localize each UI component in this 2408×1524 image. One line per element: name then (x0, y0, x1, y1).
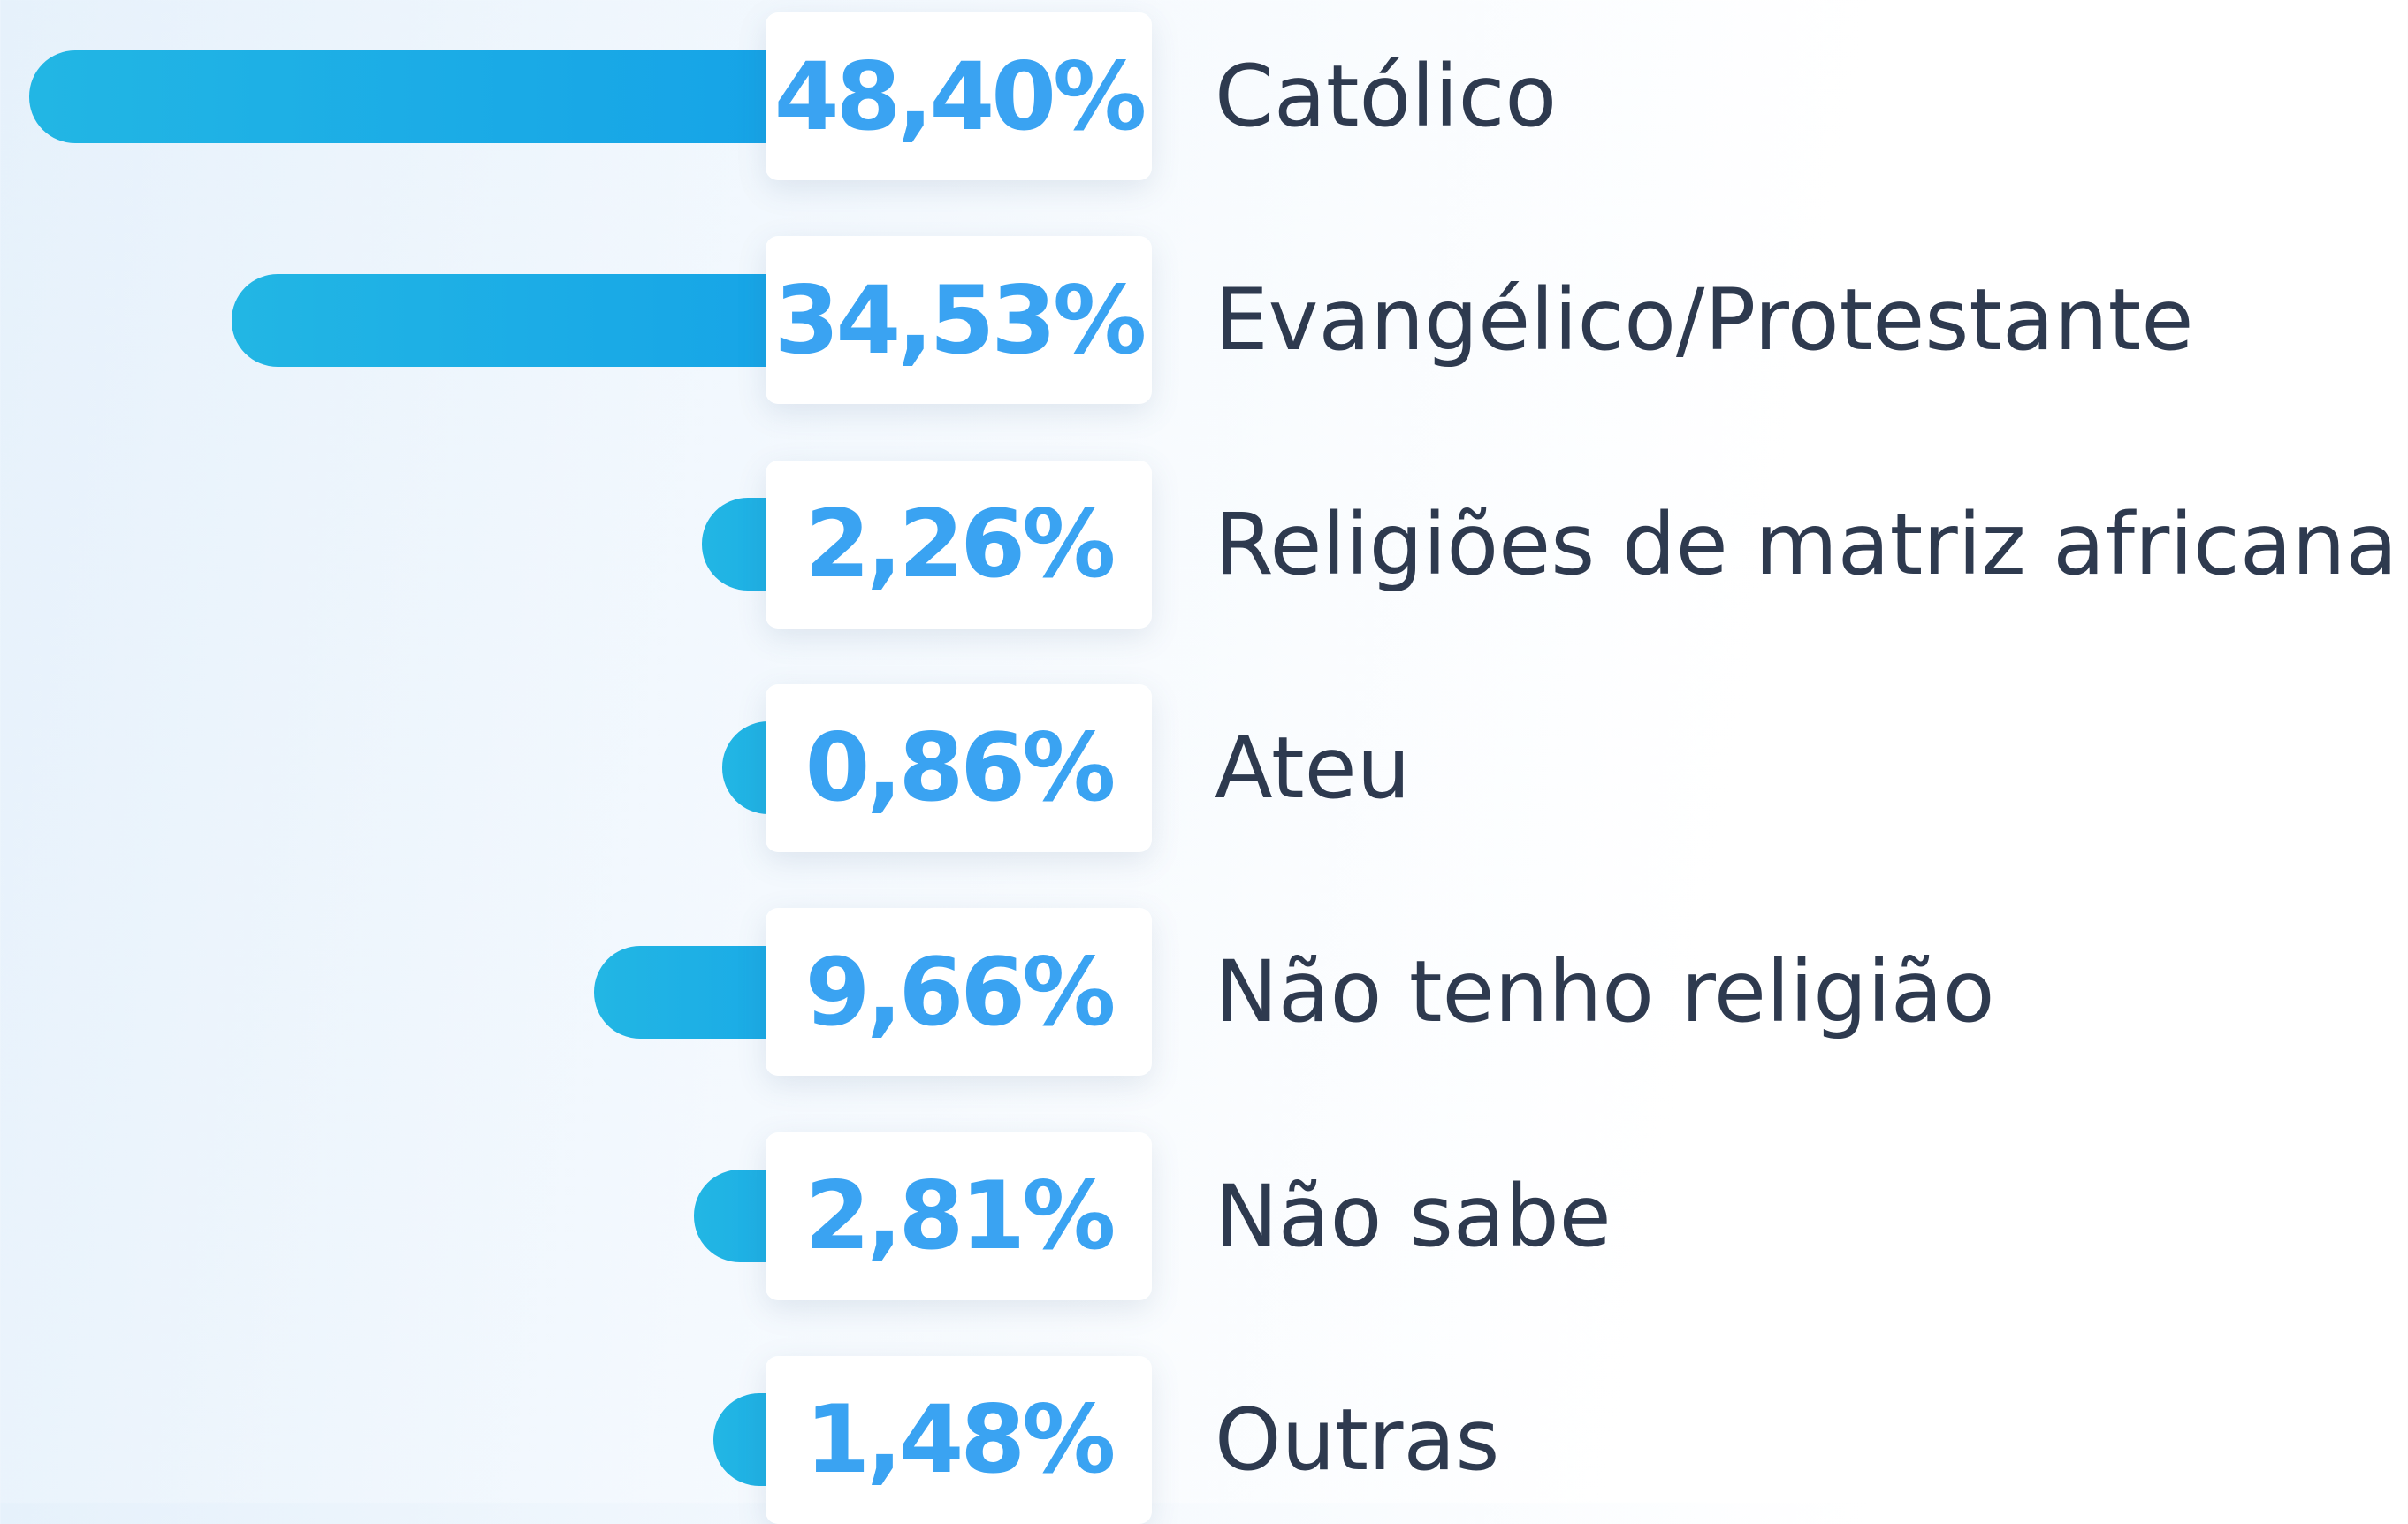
value-label: 34,53% (766, 236, 1152, 405)
value-label: 9,66% (766, 908, 1152, 1077)
category-label: Ateu (1215, 718, 1411, 818)
value-label: 1,48% (766, 1355, 1152, 1524)
category-label: Evangélico/Protestante (1215, 271, 2194, 370)
category-label: Católico (1215, 47, 1558, 146)
category-label: Não tenho religião (1215, 942, 1995, 1042)
category-label: Religiões de matriz africana (1215, 494, 2398, 594)
category-label: Outras (1215, 1390, 1500, 1490)
category-label: Não sabe (1215, 1166, 1612, 1266)
value-label: 2,81% (766, 1132, 1152, 1300)
value-label: 48,40% (766, 12, 1152, 180)
value-label: 2,26% (766, 460, 1152, 629)
value-label: 0,86% (766, 683, 1152, 852)
